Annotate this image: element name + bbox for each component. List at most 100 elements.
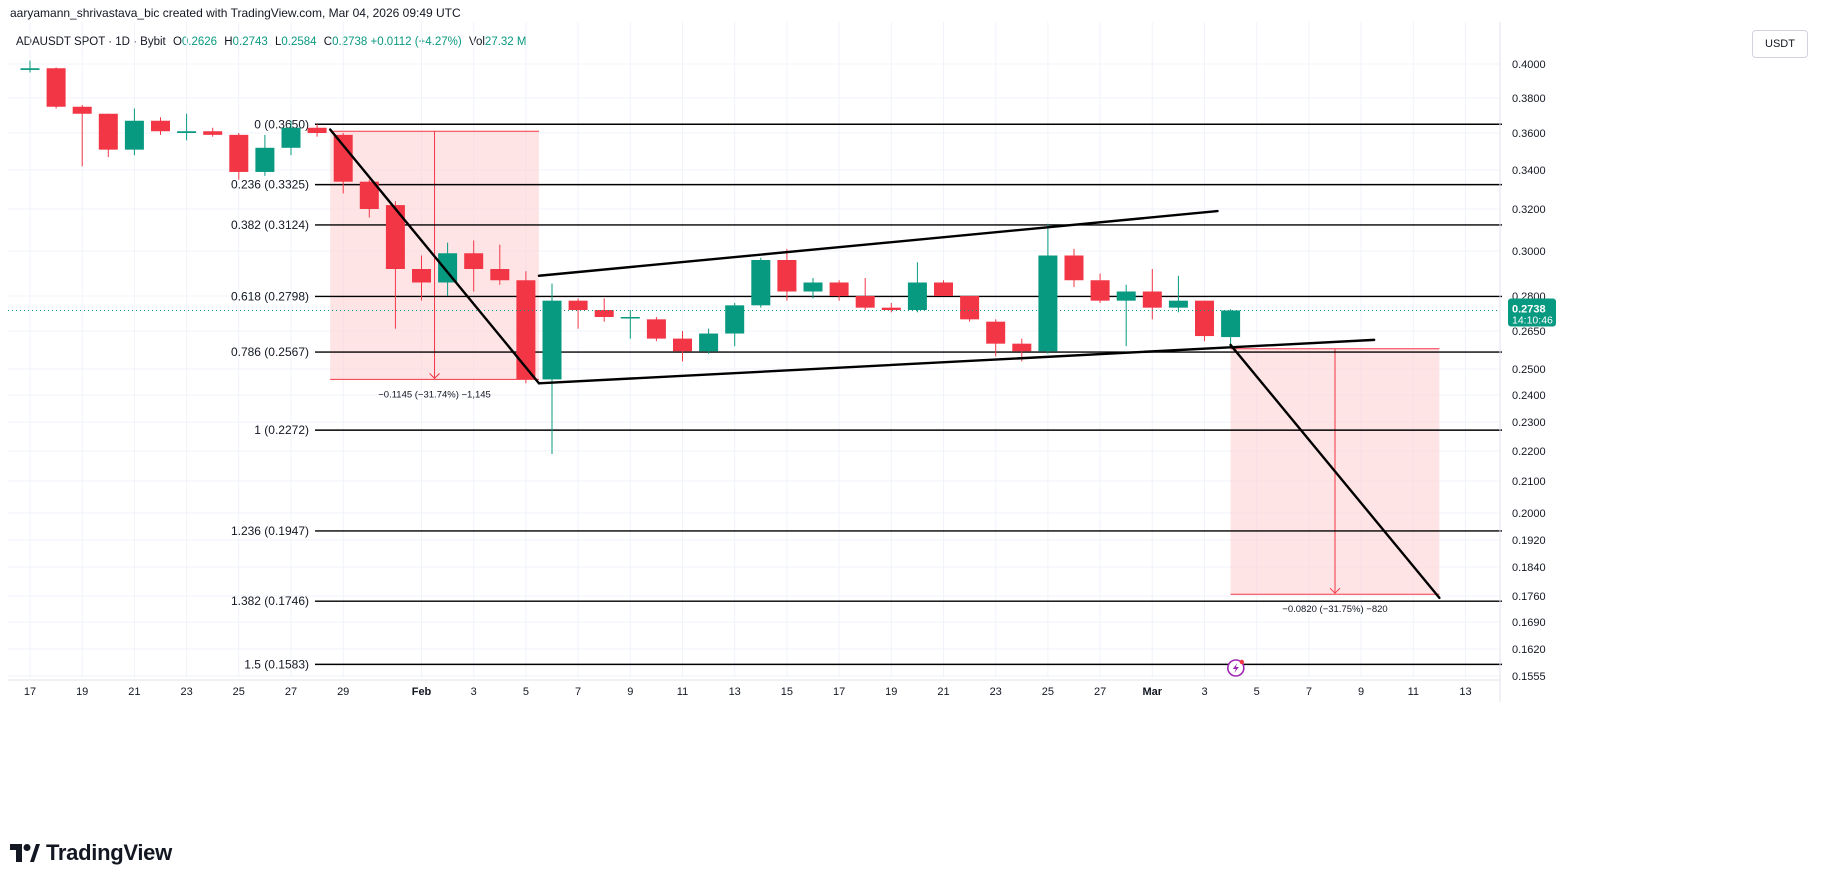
candles	[20, 60, 1241, 454]
time-tick-label: 11	[677, 686, 688, 698]
candle-body-down	[960, 296, 980, 320]
candle-body-up	[177, 131, 197, 133]
candle-body-down	[464, 253, 484, 269]
price-tick-label: 0.3600	[1512, 128, 1546, 140]
projection-line	[1229, 343, 1441, 600]
currency-button[interactable]: USDT	[1752, 30, 1808, 58]
tradingview-logo-icon	[10, 844, 40, 862]
time-tick-label: 9	[627, 686, 633, 698]
price-tick-label: 0.2100	[1512, 476, 1546, 488]
candle-body-down	[986, 321, 1006, 344]
time-tick-label: Feb	[412, 686, 432, 698]
chart-credit: aaryamann_shrivastava_bic created with T…	[10, 6, 461, 20]
candle-body-up	[1168, 300, 1188, 308]
close-label: C	[323, 36, 333, 48]
volume-label: Vol	[468, 36, 485, 48]
candle-body-down	[934, 282, 953, 296]
lower-channel	[537, 338, 1376, 385]
time-tick-label: 19	[885, 686, 897, 698]
low-value: 0.2584	[281, 36, 317, 48]
symbol-name[interactable]: ADAUSDT SPOT · 1D · Bybit	[16, 36, 166, 48]
candle-body-up	[699, 333, 719, 352]
symbol-legend: ADAUSDT SPOT · 1D · Bybit O0.2626 H0.274…	[16, 36, 526, 48]
candle-body-down	[385, 205, 405, 269]
high-label: H	[224, 36, 233, 48]
fib-level-label: 0.786 (0.2567)	[231, 345, 309, 359]
candle-body-down	[151, 120, 170, 132]
candle-body-down	[516, 280, 536, 380]
low-label: L	[275, 36, 282, 48]
time-tick-label: 17	[24, 686, 36, 698]
candle-body-down	[673, 338, 692, 352]
time-tick-label: 15	[781, 686, 793, 698]
price-tick-label: 0.3200	[1512, 204, 1546, 216]
fib-level-label: 0.236 (0.3325)	[231, 178, 309, 192]
measure-label: −0.1145 (−31.74%) −1,145	[378, 389, 491, 400]
price-tick-label: 0.2400	[1512, 390, 1546, 402]
countdown-value: 14:10:46	[1512, 314, 1553, 326]
candle-body-up	[803, 282, 823, 292]
upper-channel	[537, 209, 1219, 277]
price-tick-label: 0.1690	[1512, 617, 1546, 629]
candle-body-down	[881, 307, 901, 310]
candle-body-down	[1012, 343, 1032, 352]
time-tick-label: 29	[337, 686, 349, 698]
candle-body-up	[751, 260, 771, 306]
lightning-bolt	[1232, 663, 1239, 673]
candle-body-down	[1090, 280, 1110, 301]
fib-level-label: 0.618 (0.2798)	[231, 289, 309, 303]
time-tick-label: 11	[1408, 686, 1419, 698]
candle-body-down	[594, 310, 614, 317]
time-tick-label: 5	[1254, 686, 1260, 698]
fib-level-label: 1 (0.2272)	[254, 423, 309, 437]
price-tick-label: 0.2500	[1512, 364, 1546, 376]
time-tick-label: 17	[833, 686, 845, 698]
candle-body-up	[907, 282, 927, 310]
candle-body-down	[1142, 291, 1162, 308]
candle-body-down	[1064, 255, 1084, 281]
candle-body-down	[307, 127, 327, 133]
time-tick-label: 21	[128, 686, 140, 698]
tradingview-logo[interactable]: TradingView	[10, 840, 172, 866]
close-value: 0.2738	[332, 36, 368, 48]
fib-level-label: 0.382 (0.3124)	[231, 218, 309, 232]
candle-body-down	[98, 113, 118, 150]
candle-body-up	[281, 127, 301, 148]
candle-body-down	[568, 300, 588, 310]
volume-value: 27.32 M	[484, 36, 527, 48]
price-tick-label: 0.1620	[1512, 644, 1546, 656]
time-tick-label: 25	[1042, 686, 1054, 698]
candle-body-down	[777, 260, 797, 292]
candle-body-down	[646, 319, 666, 339]
candle-body-down	[72, 106, 92, 114]
trendlines	[328, 128, 1441, 600]
lightning-dot	[1239, 659, 1245, 665]
candle-body-up	[1116, 291, 1136, 301]
open-label: O	[172, 36, 182, 48]
time-tick-label: 19	[76, 686, 88, 698]
time-tick-label: 27	[1094, 686, 1106, 698]
candle-body-down	[855, 296, 875, 308]
measure-label: −0.0820 (−31.75%) −820	[1282, 604, 1387, 615]
candle-body-down	[203, 131, 223, 135]
price-tick-label: 0.1760	[1512, 591, 1546, 603]
candle-body-up	[620, 317, 640, 319]
price-tick-label: 0.1555	[1512, 671, 1546, 683]
time-tick-label: 21	[937, 686, 949, 698]
price-tick-label: 0.3400	[1512, 165, 1546, 177]
candle-body-down	[359, 181, 379, 209]
high-value: 0.2743	[232, 36, 268, 48]
time-tick-label: 13	[729, 686, 741, 698]
change-value: +0.0112 (+4.27%)	[370, 36, 462, 48]
price-tick-label: 0.2650	[1512, 326, 1546, 338]
time-tick-label: 23	[180, 686, 192, 698]
time-tick-label: 9	[1358, 686, 1364, 698]
price-tick-label: 0.2300	[1512, 417, 1546, 429]
fib-level-label: 1.382 (0.1746)	[231, 594, 309, 608]
time-tick-label: 27	[285, 686, 297, 698]
candle-body-down	[412, 269, 431, 283]
price-tick-label: 0.2000	[1512, 508, 1546, 520]
fib-level-label: 1.236 (0.1947)	[231, 524, 309, 538]
